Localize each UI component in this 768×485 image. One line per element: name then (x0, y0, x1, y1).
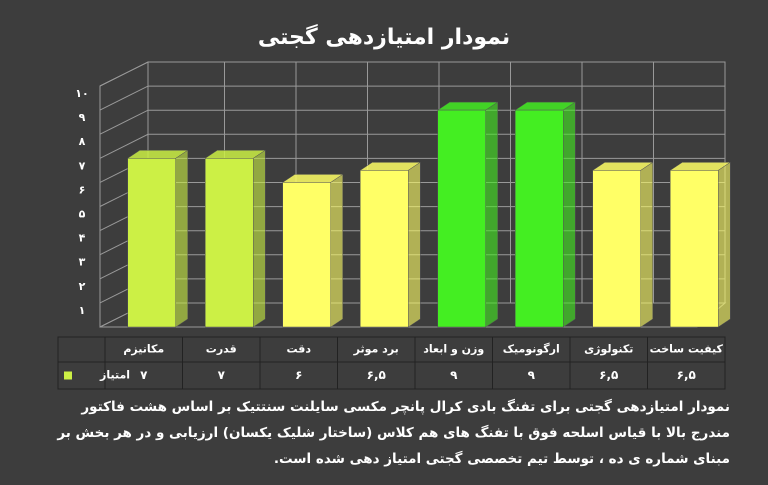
bar-front (437, 109, 486, 328)
bar-side (408, 161, 421, 328)
bar-front (515, 109, 564, 328)
bar (591, 161, 654, 328)
bar-side (485, 101, 498, 328)
value-label: ۷ (140, 368, 148, 382)
bar (204, 149, 267, 328)
bar-front (127, 158, 176, 328)
grid-line (99, 133, 725, 159)
y-tick-label: ۱۰ (75, 87, 88, 100)
bar-front (282, 182, 331, 328)
value-label: ۶,۵ (367, 368, 386, 382)
y-tick-label: ۸ (79, 135, 86, 148)
value-label: ۹ (528, 368, 536, 382)
y-tick-label: ۲ (79, 280, 86, 293)
bar-front (670, 170, 719, 328)
chart: نمودار امتیازدهی گجتی ۱ ۲ ۳ ۴ ۵ ۶ ۷ ۸ ۹ ۱۰ مکانیزم… (57, 23, 732, 390)
bar (281, 173, 344, 328)
grid-line (99, 85, 725, 111)
bar-front (205, 158, 254, 328)
x-tick-label: کیفیت ساخت (650, 343, 724, 356)
y-tick-label: ۷ (79, 159, 86, 172)
bar-side (640, 161, 653, 328)
x-tick-label: مکانیزم (123, 343, 164, 356)
bar (436, 101, 499, 328)
x-tick-label: ارگونومیک (503, 343, 560, 356)
value-label: ۷ (218, 368, 226, 382)
bar-side (330, 173, 343, 328)
bar (359, 161, 422, 328)
caption: نمودار امتیازدهی گجتی برای تفنگ بادی کرا… (57, 399, 730, 467)
y-tick-label: ۱ (79, 304, 86, 317)
y-tick-label: ۴ (79, 232, 86, 245)
bar (669, 161, 732, 328)
x-tick-label: برد موثر (353, 343, 399, 356)
legend-label: امتیاز (99, 369, 130, 382)
y-tick-label: ۳ (79, 256, 86, 269)
x-tick-label: وزن و ابعاد (423, 343, 484, 356)
bar-front (360, 170, 409, 328)
x-tick-label: قدرت (206, 343, 237, 356)
value-label: ۶,۵ (599, 368, 618, 382)
x-tick-label: تکنولوژی (584, 343, 633, 356)
bar-side (175, 149, 188, 328)
y-tick-label: ۵ (79, 208, 86, 221)
grid-line (99, 61, 725, 87)
value-label: ۶,۵ (677, 368, 696, 382)
x-tick-label: دقت (287, 343, 312, 356)
table-bg (57, 336, 726, 390)
bar-front (592, 170, 641, 328)
bar (126, 149, 189, 328)
legend-swatch (64, 371, 72, 380)
y-tick-label: ۹ (79, 111, 86, 124)
value-label: ۹ (450, 368, 458, 382)
y-tick-label: ۶ (79, 183, 86, 196)
bar-side (718, 161, 731, 328)
chart-title: نمودار امتیازدهی گجتی (258, 23, 510, 50)
value-label: ۶ (295, 368, 302, 382)
bar (514, 101, 577, 328)
bar-side (563, 101, 576, 328)
bar-side (253, 149, 266, 328)
grid-line (99, 109, 725, 135)
